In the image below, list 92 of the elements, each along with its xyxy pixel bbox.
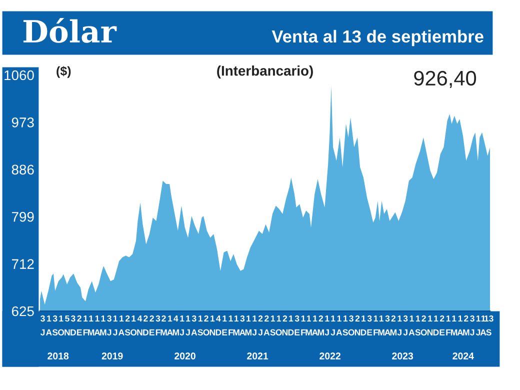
x-tick-label: 2 O bbox=[203, 315, 210, 336]
x-tick-label: 2 E bbox=[150, 315, 154, 336]
x-tick-label: 2 J bbox=[258, 315, 263, 336]
x-tick-label: 1 M bbox=[245, 315, 252, 336]
x-tick-label: 2 E bbox=[440, 315, 445, 336]
x-tick-label: 2 O bbox=[420, 315, 427, 336]
x-tick-label: 1 M bbox=[378, 315, 384, 336]
x-tick-label: 2 D bbox=[143, 315, 148, 336]
x-tick-label: 3 J bbox=[107, 315, 112, 336]
x2-tick-label: 2019 bbox=[102, 352, 123, 360]
x2-tick-label: 2018 bbox=[48, 352, 69, 360]
x-tick-label: 5 N bbox=[64, 315, 70, 336]
x-tick-label: 2 M bbox=[390, 315, 397, 336]
x-tick-label: 3 A bbox=[240, 315, 246, 336]
x-tick-label: 2 E bbox=[77, 315, 82, 336]
x-tick-label: 1 D bbox=[433, 315, 439, 336]
x-tick-label: 1 F bbox=[83, 315, 88, 336]
y-tick-label: 712 bbox=[12, 259, 34, 269]
x-tick-label: 1 D bbox=[360, 315, 366, 336]
x-tick-label: 3 F bbox=[156, 315, 160, 336]
x2-tick-label: 2020 bbox=[174, 352, 196, 360]
x2-tick-label: 2024 bbox=[452, 352, 474, 360]
x-tick-label: 1 J bbox=[252, 315, 257, 336]
x-tick-label: 1 M bbox=[233, 315, 240, 336]
x-tick-label: 3 O bbox=[348, 315, 354, 336]
y-tick-label: 886 bbox=[12, 164, 34, 175]
x-tick-label: 1 M bbox=[100, 315, 106, 336]
x-tick-label: 2 N bbox=[282, 315, 288, 336]
x-tick-label: 1 J bbox=[180, 315, 184, 336]
x-tick-label: 1 A bbox=[408, 315, 415, 336]
x-tick-label: 1 J bbox=[397, 315, 402, 336]
x-tick-label: 1 M bbox=[88, 315, 94, 336]
x-tick-label: 2 M bbox=[463, 315, 470, 336]
x-tick-label: 4 M bbox=[172, 315, 179, 336]
y-tick-label: 625 bbox=[12, 306, 34, 316]
annotation: (Interbancario) bbox=[217, 66, 313, 78]
x-tick-label: 3 J bbox=[470, 315, 474, 336]
x-tick-label: 1 F bbox=[228, 315, 234, 336]
x-tick-label: 1 S bbox=[415, 315, 420, 336]
x-tick-label: 1 A bbox=[312, 315, 318, 336]
x-tick-label: 3 E bbox=[294, 315, 300, 336]
x-tick-label: 3 J bbox=[403, 315, 408, 336]
x2-tick-label: 2023 bbox=[392, 352, 414, 360]
x2-tick-label: 2021 bbox=[247, 352, 268, 360]
x-tick-label: 1 D bbox=[288, 315, 294, 336]
x-tick-label: 3 S bbox=[52, 315, 58, 336]
x-tick-label: 4 D bbox=[216, 315, 222, 336]
x-tick-label: 2 M bbox=[160, 315, 167, 336]
x-tick-label: 4 N bbox=[137, 315, 142, 336]
x2-tick-label: 2022 bbox=[320, 352, 340, 360]
x-tick-label: 1 J bbox=[330, 315, 336, 336]
x-tick-label: 3 D bbox=[70, 315, 76, 336]
y-tick-label: 1060 bbox=[4, 70, 34, 80]
x-tick-label: 1 S bbox=[342, 315, 348, 336]
x-tick-label: 1 J bbox=[113, 315, 118, 336]
x-tick-label: 3 A bbox=[191, 315, 198, 336]
x-tick-label: 1 N bbox=[210, 315, 216, 336]
chart-subtitle: Venta al 13 de septiembre bbox=[272, 30, 484, 46]
x-tick-label: 1 O bbox=[58, 315, 64, 336]
y-tick-label: 799 bbox=[12, 212, 34, 222]
x-tick-label: 1 M bbox=[306, 315, 312, 336]
x-tick-label: 1 A bbox=[480, 315, 486, 336]
x-tick-label: 3 J bbox=[40, 315, 45, 336]
x-tick-label: 1 J bbox=[324, 315, 330, 336]
x-tick-label: 1 A bbox=[166, 315, 173, 336]
x-tick-label: 1 F bbox=[374, 315, 378, 336]
y-tick-label: 973 bbox=[12, 118, 34, 128]
chart-title: Dólar bbox=[23, 18, 117, 43]
x-tick-label: 1 M bbox=[450, 315, 458, 336]
x-tick-label: 1 F bbox=[301, 315, 306, 336]
y-axis-title: ($) bbox=[56, 66, 71, 78]
x-tick-label: 1 E bbox=[222, 315, 228, 336]
x-tick-label: 1 A bbox=[118, 315, 124, 336]
x-tick-label: 1 O bbox=[130, 315, 137, 336]
x-tick-label: 2 S bbox=[124, 315, 130, 336]
annotation: 926,40 bbox=[414, 70, 476, 88]
x-tick-label: 1 O bbox=[276, 315, 282, 336]
x-tick-label: 1 J bbox=[476, 315, 480, 336]
x-tick-label: 2 N bbox=[354, 315, 360, 336]
x-tick-label: 1 A bbox=[46, 315, 52, 336]
x-tick-label: 1 S bbox=[270, 315, 276, 336]
x-tick-label: 1 A bbox=[457, 315, 464, 336]
x-tick-label: 2 M bbox=[318, 315, 324, 336]
x-tick-label: 3 A bbox=[384, 315, 390, 336]
x-tick-label: 1 A bbox=[94, 315, 100, 336]
x-tick-label: 3 E bbox=[367, 315, 372, 336]
x-tick-label: 1 S bbox=[198, 315, 203, 336]
x-tick-label: 1 A bbox=[336, 315, 342, 336]
x-tick-label: 1 N bbox=[427, 315, 433, 336]
x-tick-label: 1 J bbox=[186, 315, 190, 336]
x-tick-label: 2 A bbox=[264, 315, 270, 336]
x-tick-label: 1 F bbox=[446, 315, 451, 336]
